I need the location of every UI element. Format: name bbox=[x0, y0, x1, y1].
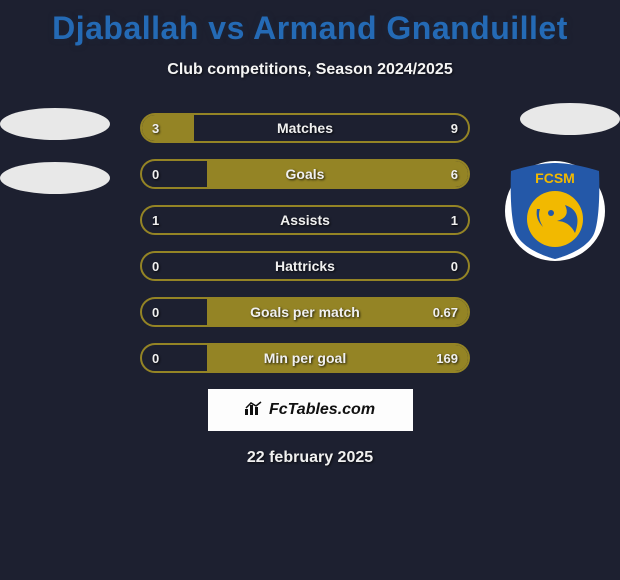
placeholder-oval bbox=[520, 103, 620, 135]
placeholder-oval bbox=[0, 162, 110, 194]
footer-date: 22 february 2025 bbox=[0, 449, 620, 467]
stat-row-goals: 0 Goals 6 bbox=[140, 159, 470, 189]
stat-row-min-per-goal: 0 Min per goal 169 bbox=[140, 343, 470, 373]
right-placeholder bbox=[520, 103, 620, 135]
stat-value-right: 9 bbox=[451, 115, 458, 141]
stat-label: Hattricks bbox=[142, 253, 468, 279]
stat-value-right: 0 bbox=[451, 253, 458, 279]
subtitle: Club competitions, Season 2024/2025 bbox=[0, 61, 620, 79]
stat-value-right: 0.67 bbox=[433, 299, 458, 325]
stat-label: Assists bbox=[142, 207, 468, 233]
title-vs: vs bbox=[208, 10, 245, 46]
stat-value-right: 1 bbox=[451, 207, 458, 233]
footer-site-text: FcTables.com bbox=[269, 401, 375, 419]
content-area: FCSM 3 Matches 9 0 Goals 6 1 Assists 1 bbox=[0, 113, 620, 467]
stat-label: Goals per match bbox=[142, 299, 468, 325]
placeholder-oval bbox=[0, 108, 110, 140]
chart-icon bbox=[245, 401, 263, 420]
stat-row-assists: 1 Assists 1 bbox=[140, 205, 470, 235]
stat-label: Min per goal bbox=[142, 345, 468, 371]
stat-label: Goals bbox=[142, 161, 468, 187]
stat-label: Matches bbox=[142, 115, 468, 141]
svg-text:FCSM: FCSM bbox=[535, 170, 575, 186]
club-logo: FCSM bbox=[505, 161, 605, 261]
left-placeholders bbox=[0, 108, 110, 216]
player-left-name: Djaballah bbox=[52, 10, 199, 46]
stat-row-matches: 3 Matches 9 bbox=[140, 113, 470, 143]
footer-site-badge: FcTables.com bbox=[208, 389, 413, 431]
stat-rows: 3 Matches 9 0 Goals 6 1 Assists 1 0 Hatt… bbox=[140, 113, 470, 373]
stat-row-goals-per-match: 0 Goals per match 0.67 bbox=[140, 297, 470, 327]
stat-value-right: 169 bbox=[436, 345, 458, 371]
stat-row-hattricks: 0 Hattricks 0 bbox=[140, 251, 470, 281]
comparison-title: Djaballah vs Armand Gnanduillet bbox=[0, 0, 620, 47]
player-right-name: Armand Gnanduillet bbox=[253, 10, 568, 46]
stat-value-right: 6 bbox=[451, 161, 458, 187]
